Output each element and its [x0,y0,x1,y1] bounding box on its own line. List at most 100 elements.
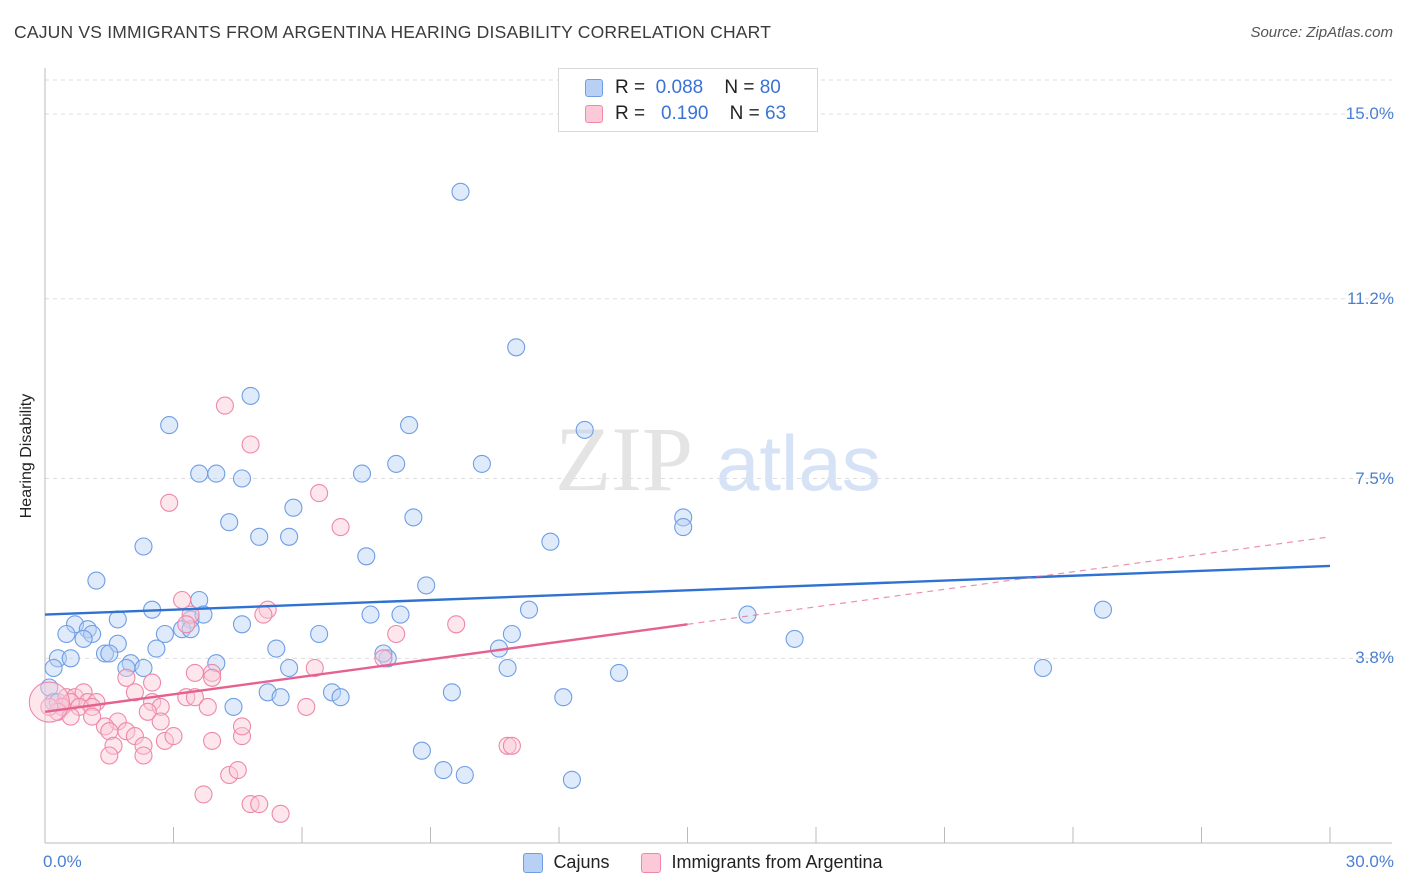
argentina-point [203,731,222,750]
cajuns-point [357,547,376,566]
legend-item-argentina[interactable]: Immigrants from Argentina [641,852,883,873]
argentina-point [215,396,234,415]
argentina-point [498,736,517,755]
argentina-point [232,717,252,736]
cajuns-point [498,658,517,678]
cajuns-point [391,605,410,624]
argentina-point [177,615,196,634]
y-tick-label: 3.8% [1355,648,1394,668]
argentina-trend-line [44,623,688,713]
argentina-point [160,493,179,512]
argentina-point [117,668,136,687]
argentina-point [151,712,170,731]
argentina-point [83,707,102,726]
cajuns-point [224,697,243,716]
y-tick-label: 11.2% [1347,288,1394,308]
legend-n-value: 80 [759,77,781,98]
argentina-point [198,697,217,716]
legend-r-value: 0.088 [655,77,704,98]
cajuns-point [160,416,179,435]
cajuns-point [609,663,629,682]
cajuns-point [194,605,213,624]
argentina-point [155,731,174,750]
cajuns-point [250,527,269,546]
cajuns-point [554,688,573,707]
cajuns-point [134,537,153,556]
cajuns-point [738,605,757,624]
chart-source: Source: ZipAtlas.com [1250,24,1393,41]
legend-swatch-argentina [641,852,662,873]
cajuns-point [95,644,115,663]
cajuns-point [502,624,521,644]
cajuns-point [412,741,431,760]
cajuns-point [674,508,693,527]
cajuns-point [108,610,127,629]
legend-item-cajuns[interactable]: Cajuns [523,852,609,873]
legend-label-cajuns: Cajuns [553,852,610,872]
watermark-atlas: atlas [716,419,881,507]
cajuns-point [48,649,67,668]
argentina-point [387,624,406,644]
data-points [28,182,1113,823]
legend-swatch-cajuns [523,852,544,873]
cajuns-point [44,658,63,678]
argentina-point [104,736,123,755]
argentina-point [143,673,162,692]
argentina-point [447,615,466,634]
cajuns-point [352,464,372,483]
cajuns-point [155,624,174,644]
correlation-legend: R = 0.088 N = 80 R = 0.190 N = 63 [558,68,818,132]
argentina-point [134,736,153,755]
cajuns-point [271,688,290,707]
y-tick-label: 15.0% [1345,104,1394,124]
cajuns-point [310,624,329,644]
cajuns-point [541,532,560,551]
argentina-point [232,727,252,746]
legend-n-label: N = [724,77,755,98]
chart-title: CAJUN VS IMMIGRANTS FROM ARGENTINA HEARI… [14,22,772,42]
cajuns-point [220,513,239,532]
cajuns-trend-line [44,564,1331,616]
argentina-point [74,683,93,702]
series-legend: Cajuns Immigrants from Argentina [0,852,1406,873]
cajuns-point [442,683,461,702]
cajuns-point [674,518,693,537]
argentina-point [138,702,157,721]
cajuns-point [562,770,581,789]
legend-label-argentina: Immigrants from Argentina [671,852,883,872]
cajuns-point [1033,658,1053,678]
cajuns-point [387,454,406,473]
cajuns-point [519,600,539,619]
cajuns-point [280,658,299,678]
legend-n-label: N = [729,103,760,124]
watermark-zip: ZIP [555,408,693,510]
cajuns-point [455,765,474,785]
cajuns-point [575,420,594,439]
argentina-point [117,722,136,741]
y-tick-label: 7.5% [1355,468,1394,488]
argentina-trend-extension [687,536,1331,625]
cajuns-point [207,464,226,483]
cajuns-point [284,498,303,517]
argentina-point [271,804,290,823]
cajuns-point [404,508,423,527]
argentina-point [220,765,239,785]
cajuns-point [232,615,252,634]
cajuns-point [451,182,470,201]
argentina-point [310,484,329,503]
argentina-point [100,746,119,765]
argentina-point [331,518,350,537]
argentina-point [194,785,213,804]
argentina-point [241,435,260,454]
argentina-point [502,736,521,755]
cajuns-point [57,624,76,644]
cajuns-point [134,658,153,678]
argentina-point [203,668,222,687]
cajuns-point [207,654,226,673]
cajuns-point [322,683,342,702]
legend-row-cajuns: R = 0.088 N = 80 [585,77,781,99]
cajuns-point [267,639,286,658]
argentina-point [305,658,324,678]
cajuns-point [1093,600,1113,619]
